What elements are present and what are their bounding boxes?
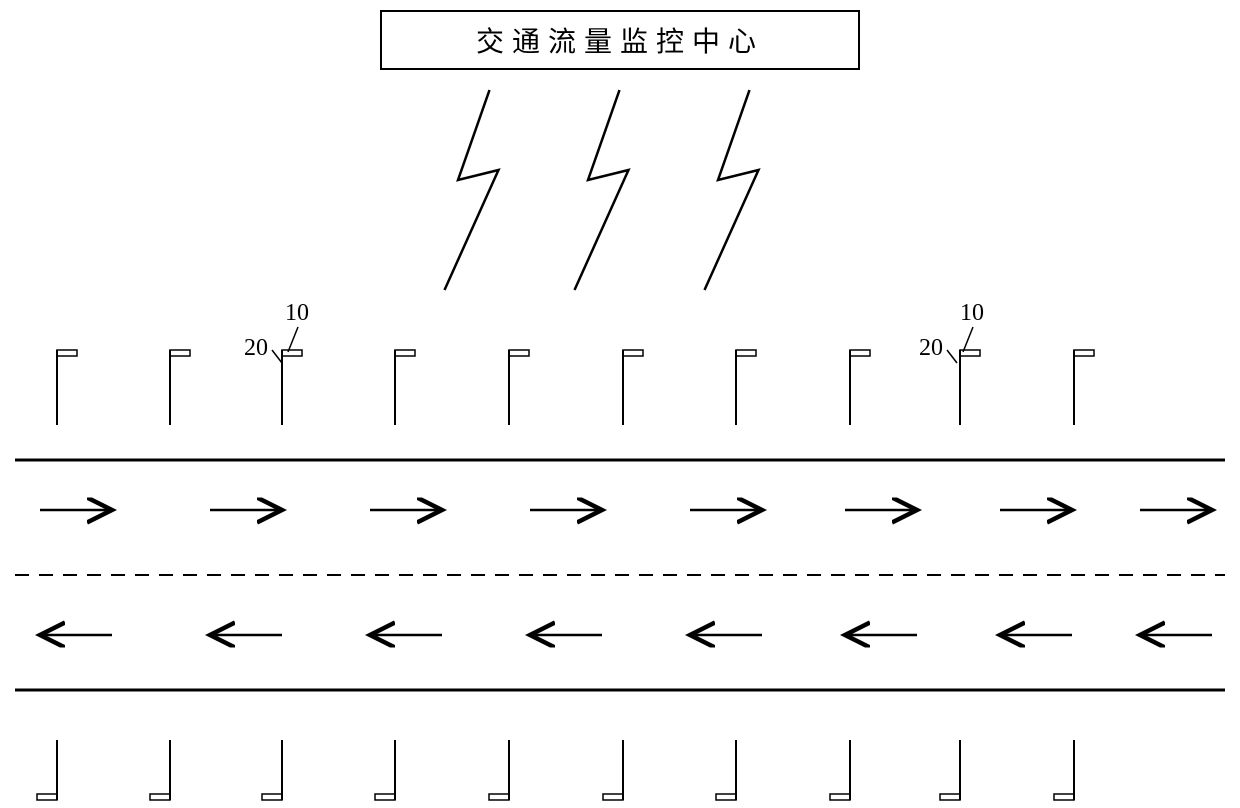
reference-number: 20: [244, 335, 268, 362]
road-lines: [15, 460, 1225, 690]
reference-number: 10: [960, 300, 984, 327]
diagram-svg: [0, 0, 1240, 808]
bottom-poles: [37, 740, 1074, 800]
reference-number: 20: [919, 335, 943, 362]
reference-number: 10: [285, 300, 309, 327]
signal-zigzags: [445, 90, 759, 290]
